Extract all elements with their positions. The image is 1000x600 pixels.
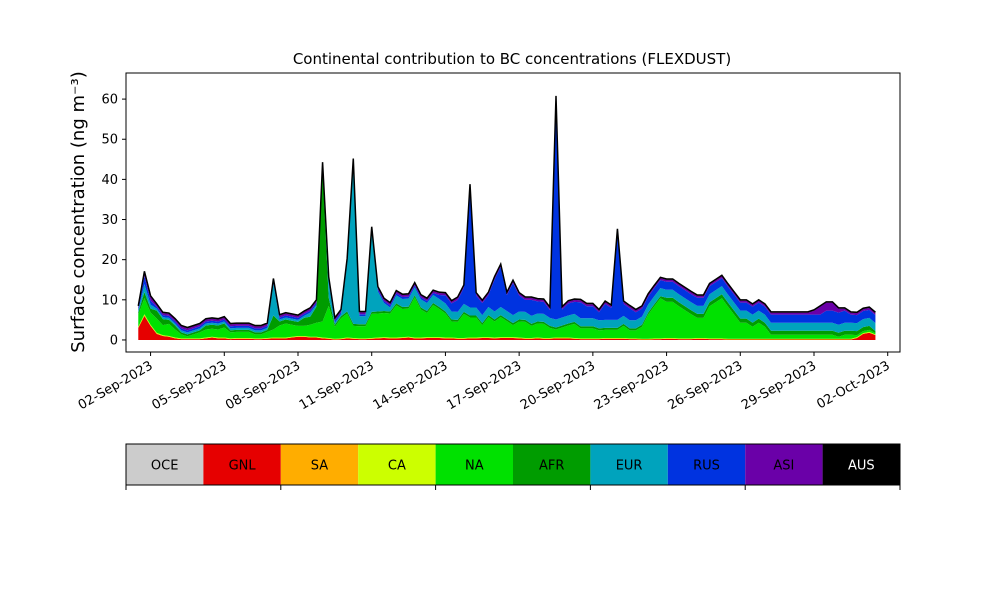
legend-label-afr: AFR (539, 459, 564, 474)
legend-label-aus: AUS (848, 459, 875, 474)
legend-label-rus: RUS (693, 459, 720, 474)
total-line (137, 95, 876, 329)
y-tick-label: 0 (110, 333, 118, 348)
plot-frame (125, 72, 901, 353)
legend-label-na: NA (465, 459, 484, 474)
y-axis-label: Surface concentration (ng m⁻³) (68, 71, 89, 353)
area-afr (138, 168, 876, 337)
legend-swatch-gnl (203, 444, 281, 485)
legend-label-oce: OCE (151, 459, 179, 474)
y-tick-label: 60 (101, 93, 118, 108)
y-tick-label: 30 (101, 213, 118, 228)
y-tick-label: 10 (101, 293, 118, 308)
legend-swatch-sa (280, 444, 359, 485)
plot-area (137, 95, 876, 340)
chart-title: Continental contribution to BC concentra… (293, 50, 731, 68)
stacked-areas (138, 95, 876, 340)
legend-swatch-rus (667, 444, 746, 485)
area-gnl (138, 315, 876, 340)
legend-frame (125, 443, 901, 486)
legend-label-eur: EUR (616, 459, 643, 474)
area-ca (138, 314, 876, 340)
y-tick-label: 20 (101, 253, 118, 268)
y-tick-label: 40 (101, 173, 118, 188)
legend-swatch-ca (358, 444, 436, 485)
legend-swatch-afr (513, 444, 591, 485)
legend-label-asi: ASI (773, 459, 794, 474)
legend-swatch-asi (745, 444, 823, 485)
legend: OCE GNL SA CA NA AFR EUR RUS ASI AUS (125, 443, 901, 490)
y-tick-label: 50 (101, 133, 118, 148)
legend-label-ca: CA (388, 459, 406, 474)
legend-swatch-aus (822, 444, 900, 485)
area-na (138, 297, 876, 339)
legend-swatch-na (435, 444, 513, 485)
y-axis: 0 10 20 30 40 50 60 (101, 93, 126, 348)
legend-label-sa: SA (311, 459, 328, 474)
legend-label-gnl: GNL (229, 459, 257, 474)
legend-swatch-eur (590, 444, 668, 485)
legend-swatch-oce (126, 444, 204, 485)
